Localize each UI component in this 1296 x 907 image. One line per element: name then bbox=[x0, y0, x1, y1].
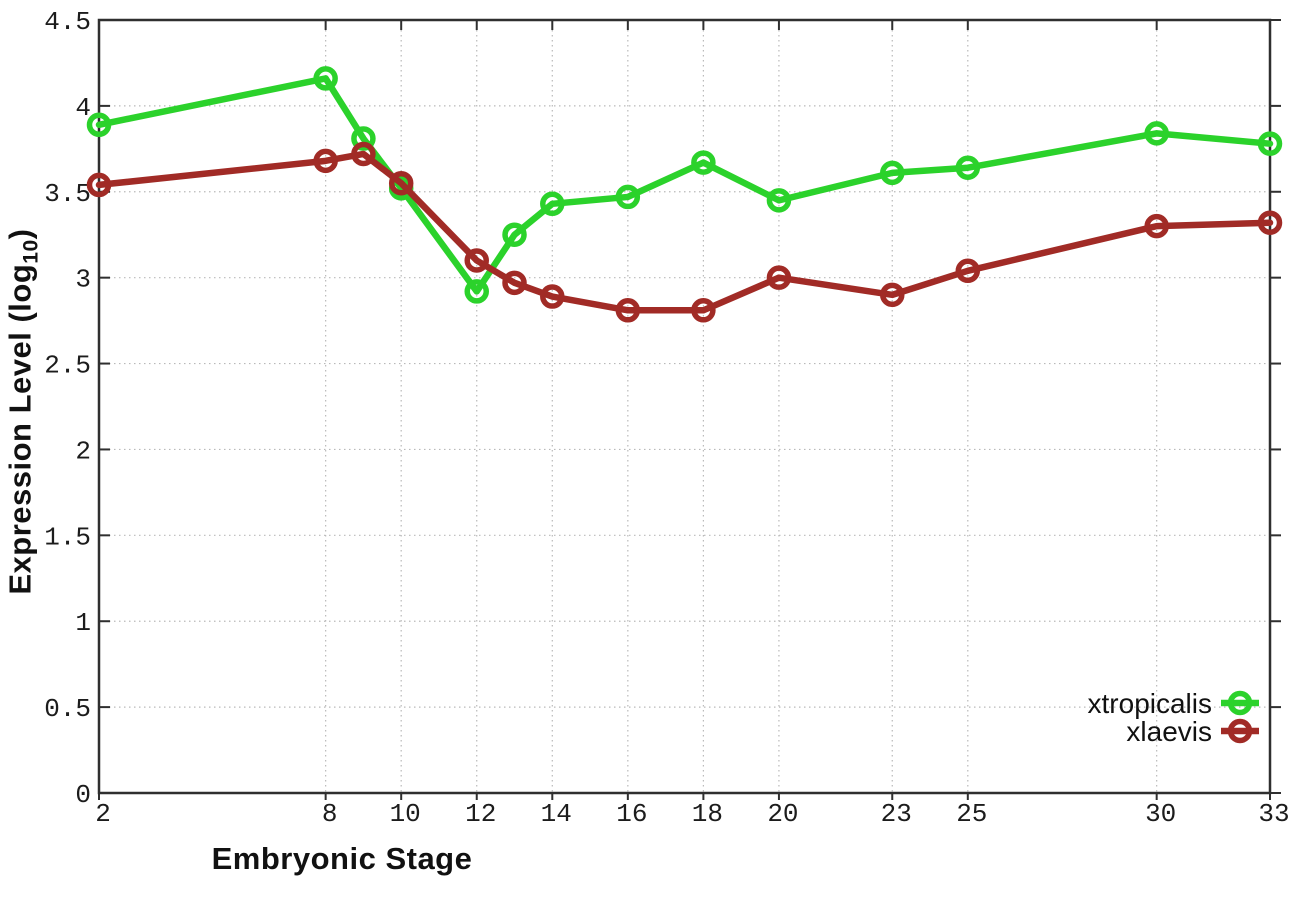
plot-border bbox=[97, 18, 1272, 795]
x-tick-label: 30 bbox=[1145, 799, 1176, 829]
y-tick-label: 4 bbox=[75, 93, 91, 123]
x-tick-label: 18 bbox=[692, 799, 723, 829]
x-axis-title: Embryonic Stage bbox=[0, 841, 1026, 877]
data-point-marker-xtropicalis bbox=[955, 155, 981, 180]
y-tick-label: 0 bbox=[75, 780, 91, 810]
x-tick-label: 8 bbox=[322, 799, 338, 829]
x-tick-label: 2 bbox=[95, 799, 111, 829]
legend-marker-xlaevis bbox=[1227, 718, 1253, 744]
x-tick-label: 23 bbox=[881, 799, 912, 829]
data-point-marker-xtropicalis bbox=[880, 160, 905, 186]
data-point-marker-xtropicalis bbox=[540, 191, 565, 217]
data-point-marker-xlaevis bbox=[766, 265, 792, 290]
data-point-marker-xtropicalis bbox=[351, 126, 376, 151]
x-tick-label: 33 bbox=[1258, 799, 1289, 829]
data-point-marker-xlaevis bbox=[1257, 210, 1283, 235]
data-point-marker-xlaevis bbox=[313, 148, 338, 174]
data-point-marker-xtropicalis bbox=[502, 222, 527, 247]
data-point-marker-xlaevis bbox=[691, 298, 716, 323]
y-tick-label: 0.5 bbox=[44, 694, 91, 724]
data-point-marker-xtropicalis bbox=[86, 112, 112, 138]
data-point-marker-xtropicalis bbox=[1144, 121, 1169, 146]
data-point-marker-xlaevis bbox=[955, 258, 981, 284]
data-point-marker-xlaevis bbox=[1144, 213, 1169, 239]
data-point-marker-xtropicalis bbox=[691, 150, 716, 175]
x-tick-label: 25 bbox=[956, 799, 987, 829]
data-point-marker-xlaevis bbox=[615, 298, 641, 323]
y-axis-title: Expression Level (log10) bbox=[2, 32, 43, 792]
data-point-marker-xtropicalis bbox=[1257, 131, 1283, 156]
x-tick-label: 12 bbox=[465, 799, 496, 829]
y-tick-label: 1.5 bbox=[44, 522, 91, 552]
x-axis-title-text: Embryonic Stage bbox=[211, 841, 473, 876]
data-point-marker-xlaevis bbox=[464, 248, 489, 273]
y-tick-label: 1 bbox=[75, 608, 91, 638]
data-point-marker-xtropicalis bbox=[615, 184, 641, 210]
series-line-xlaevis bbox=[95, 150, 1274, 314]
y-tick-label: 4.5 bbox=[44, 7, 91, 37]
y-tick-label: 3 bbox=[75, 265, 91, 295]
data-point-marker-xlaevis bbox=[540, 284, 565, 309]
y-tick-label: 3.5 bbox=[44, 179, 91, 209]
legend-marker-xtropicalis bbox=[1227, 690, 1253, 716]
data-point-marker-xlaevis bbox=[86, 172, 112, 198]
x-tick-label: 20 bbox=[767, 799, 798, 829]
x-tick-label: 14 bbox=[541, 799, 572, 829]
data-point-marker-xlaevis bbox=[880, 282, 905, 308]
legend-label-xtropicalis: xtropicalis bbox=[1088, 688, 1212, 719]
data-point-marker-xtropicalis bbox=[464, 279, 489, 304]
y-axis-title-suffix: ) bbox=[2, 228, 38, 240]
data-point-marker-xlaevis bbox=[388, 170, 414, 196]
y-tick-label: 2 bbox=[75, 436, 91, 466]
y-axis-title-subscript: 10 bbox=[19, 239, 43, 264]
x-tick-label: 10 bbox=[390, 799, 421, 829]
x-tick-label: 16 bbox=[616, 799, 647, 829]
data-point-marker-xlaevis bbox=[351, 141, 376, 167]
y-axis-title-text: Expression Level (log bbox=[2, 263, 38, 595]
data-point-marker-xlaevis bbox=[502, 270, 527, 296]
y-tick-label: 2.5 bbox=[44, 351, 91, 381]
data-point-marker-xtropicalis bbox=[766, 188, 792, 213]
series-line-xtropicalis bbox=[95, 75, 1274, 295]
data-point-marker-xtropicalis bbox=[313, 66, 338, 91]
legend-label-xlaevis: xlaevis bbox=[1126, 716, 1212, 747]
